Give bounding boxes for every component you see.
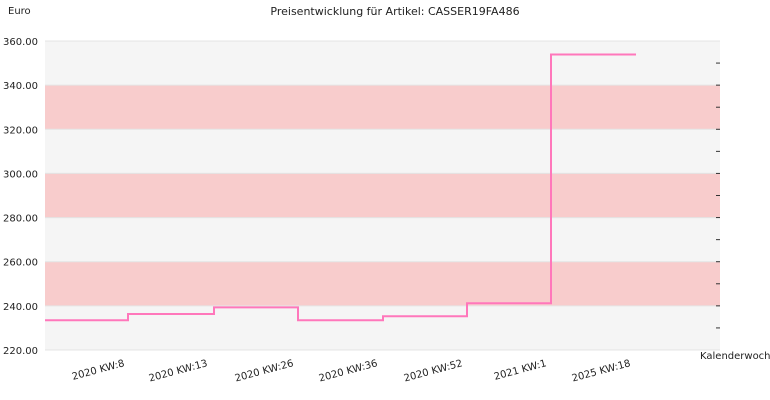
- y-tick-labels: 220.00 240.00 260.00 280.00 300.00 320.00 340.…: [3, 37, 38, 357]
- y-tick-label: 360.00: [3, 37, 38, 48]
- y-tick-label: 260.00: [3, 258, 38, 269]
- y-tick-label: 240.00: [3, 302, 38, 313]
- x-tick-label: 2025 KW:18: [571, 358, 632, 384]
- band: [45, 129, 720, 174]
- chart-title: Preisentwicklung für Artikel: CASSER19FA…: [270, 5, 519, 18]
- band: [45, 305, 720, 350]
- price-series-line: [45, 53, 636, 322]
- band: [45, 85, 720, 130]
- plot-bands: [45, 41, 720, 350]
- x-tick-label: 2020 KW:52: [403, 358, 464, 384]
- y-tick-label: 300.00: [3, 169, 38, 180]
- band: [45, 217, 720, 262]
- band: [45, 261, 720, 306]
- x-tick-labels: 2020 KW:8 2020 KW:13 2020 KW:26 2020 KW:36 2…: [71, 358, 632, 384]
- x-axis-label: Kalenderwoche: [700, 351, 770, 362]
- y-tick-label: 320.00: [3, 125, 38, 136]
- y-tick-label: 220.00: [3, 346, 38, 357]
- x-tick-label: 2020 KW:13: [148, 358, 209, 384]
- x-tick-label: 2020 KW:26: [234, 358, 295, 384]
- band: [45, 173, 720, 218]
- band: [45, 41, 720, 86]
- y-tick-label: 280.00: [3, 214, 38, 225]
- x-tick-label: 2020 KW:8: [71, 358, 126, 383]
- grid-lines: [45, 40, 720, 351]
- y-axis-label: Euro: [8, 6, 31, 17]
- x-tick-label: 2020 KW:36: [318, 358, 379, 384]
- right-ticks: [716, 62, 720, 329]
- x-tick-label: 2021 KW:1: [493, 358, 548, 383]
- y-tick-label: 340.00: [3, 81, 38, 92]
